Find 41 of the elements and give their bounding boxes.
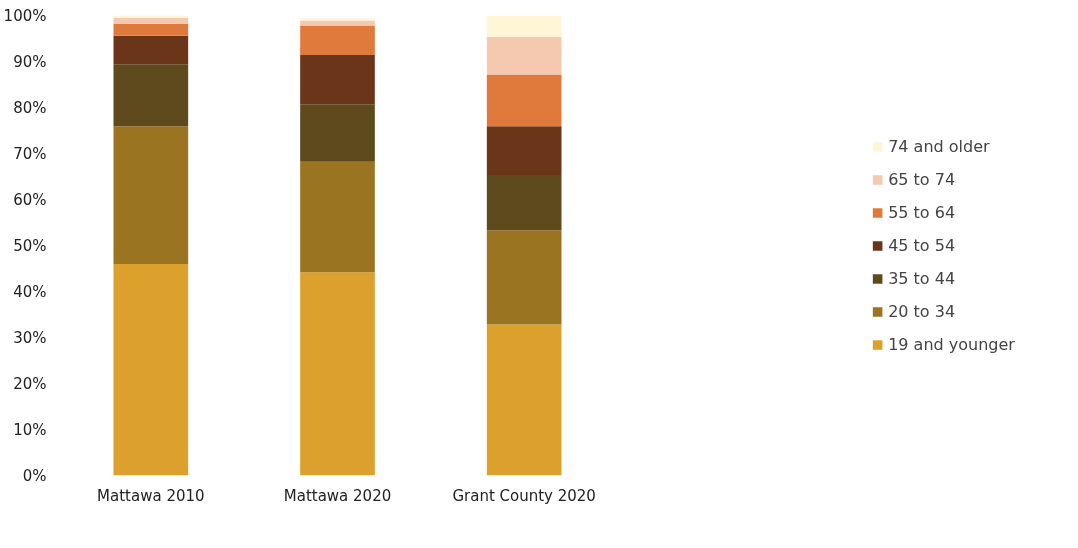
bar [113, 23, 189, 36]
bar [300, 161, 375, 273]
y-tick-label: 20% [13, 374, 47, 393]
bar [113, 17, 189, 24]
y-tick-label: 100% [3, 6, 47, 25]
y-tick-label: 10% [13, 420, 47, 439]
legend-label: 20 to 34 [888, 301, 956, 321]
legend-label: 65 to 74 [888, 169, 956, 189]
x-tick-label: Grant County 2020 [452, 486, 596, 505]
bar [113, 64, 189, 127]
bar [300, 272, 375, 476]
x-tick-label: Mattawa 2020 [283, 486, 392, 505]
bar [486, 126, 562, 176]
bar [486, 15, 562, 38]
bar [486, 74, 562, 127]
bar [113, 35, 189, 65]
bar [113, 263, 189, 476]
bar [486, 324, 562, 476]
legend-label: 55 to 64 [888, 202, 956, 222]
y-tick-label: 60% [13, 190, 47, 209]
y-tick-label: 80% [13, 98, 47, 117]
bar [486, 230, 562, 325]
bar [300, 20, 375, 26]
legend-label: 19 and younger [888, 334, 1015, 354]
bar [300, 55, 375, 105]
bar [113, 126, 189, 264]
y-tick-label: 40% [13, 282, 47, 301]
y-tick-label: 0% [22, 466, 47, 485]
bar [486, 175, 562, 231]
bar [300, 25, 375, 56]
bar [300, 104, 375, 162]
legend-label: 74 and older [888, 136, 990, 156]
y-tick-label: 90% [13, 52, 47, 71]
legend-label: 45 to 54 [888, 235, 956, 255]
legend-label: 35 to 44 [888, 268, 956, 288]
x-tick-label: Mattawa 2010 [97, 486, 205, 505]
bar [300, 18, 375, 21]
y-tick-label: 50% [13, 236, 47, 255]
y-tick-label: 30% [13, 328, 47, 347]
bar [486, 37, 562, 75]
y-tick-label: 70% [13, 144, 47, 163]
